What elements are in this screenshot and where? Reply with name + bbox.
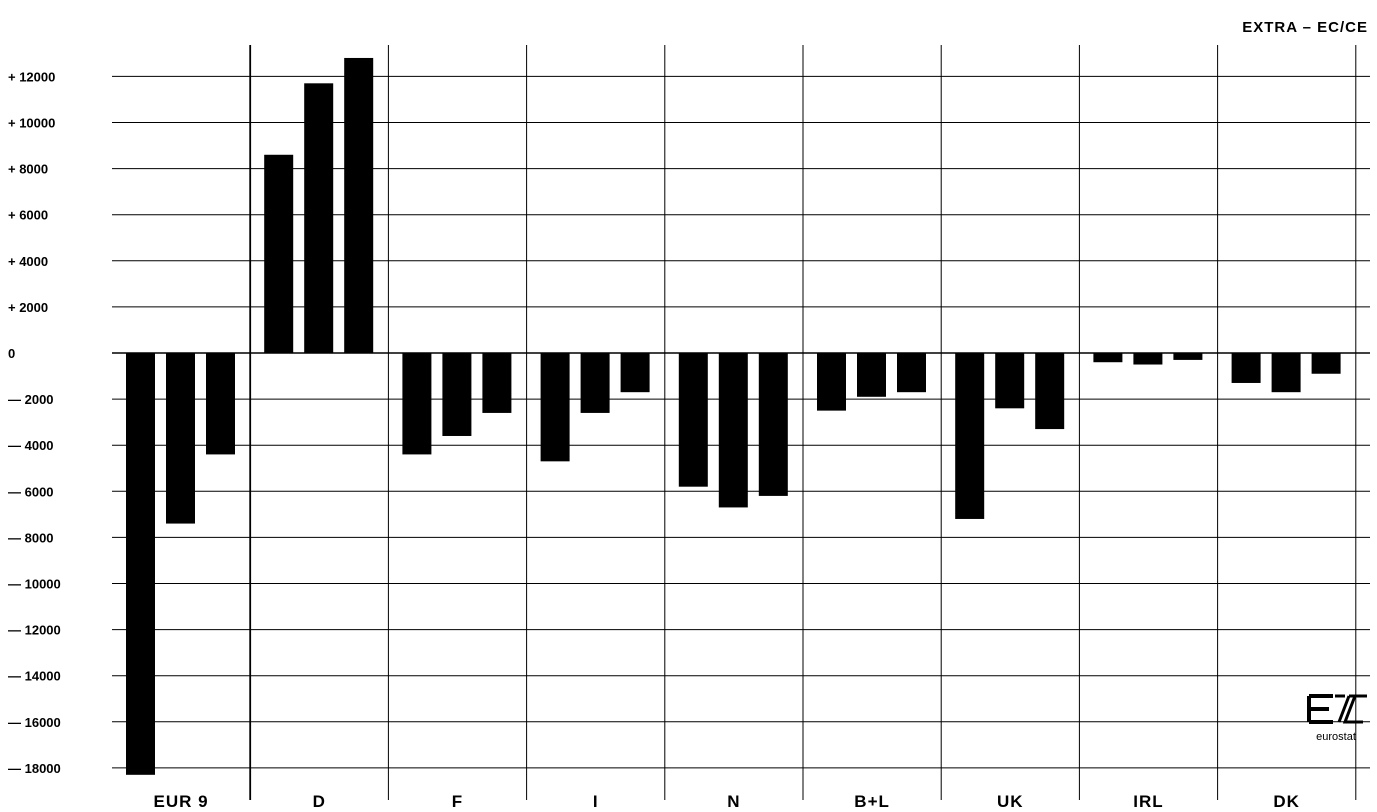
- bar: [126, 353, 155, 775]
- bar: [817, 353, 846, 411]
- y-tick-label: — 16000: [8, 715, 61, 730]
- bar: [344, 57, 374, 354]
- category-label: N: [727, 792, 740, 811]
- y-tick-label: — 4000: [8, 438, 54, 453]
- bar: [1231, 353, 1261, 383]
- category-label: D: [313, 792, 326, 811]
- y-tick-label: — 6000: [8, 484, 54, 499]
- bar: [620, 353, 650, 393]
- category-label: DK: [1273, 792, 1300, 811]
- bar: [678, 353, 708, 487]
- bar: [1133, 353, 1163, 365]
- bar: [857, 353, 886, 397]
- eurostat-logo: eurostat: [1307, 694, 1367, 743]
- category-label: IRL: [1133, 792, 1163, 811]
- chart-title: EXTRA – EC/CE: [1242, 19, 1368, 36]
- y-tick-label: + 10000: [8, 116, 55, 131]
- bar: [1035, 353, 1065, 430]
- y-tick-label: — 10000: [8, 577, 61, 592]
- bar: [1093, 353, 1123, 363]
- bar: [718, 353, 748, 508]
- y-tick-label: + 8000: [8, 162, 48, 177]
- bar: [580, 353, 610, 413]
- bar: [540, 353, 570, 462]
- y-tick-label: — 12000: [8, 623, 61, 638]
- bars: [126, 57, 1341, 775]
- category-label: B+L: [854, 792, 890, 811]
- bar: [482, 353, 512, 413]
- bar: [1271, 353, 1301, 393]
- bar: [897, 353, 926, 393]
- y-tick-label: — 14000: [8, 669, 61, 684]
- bar: [402, 353, 432, 455]
- bar: [304, 83, 334, 353]
- bar: [442, 353, 472, 436]
- y-tick-label: — 2000: [8, 392, 54, 407]
- y-tick-label: 0: [8, 346, 15, 361]
- category-labels: EUR 9 D F I N B+L UK IRL DK: [154, 792, 1300, 811]
- y-tick-label: + 4000: [8, 254, 48, 269]
- bar: [995, 353, 1025, 409]
- bar: [1173, 353, 1203, 360]
- bar: [955, 353, 985, 519]
- category-label: F: [452, 792, 463, 811]
- bar: [1311, 353, 1341, 374]
- category-label: EUR 9: [154, 792, 209, 811]
- y-tick-label: + 12000: [8, 69, 55, 84]
- bar: [206, 353, 235, 455]
- y-tick-labels: + 12000 + 10000 + 8000 + 6000 + 4000 + 2000 0 —…: [8, 69, 61, 776]
- y-tick-label: + 2000: [8, 300, 48, 315]
- category-label: I: [593, 792, 599, 811]
- bar: [166, 353, 195, 524]
- bar: [758, 353, 788, 496]
- logo-text: eurostat: [1316, 731, 1356, 743]
- y-tick-label: — 8000: [8, 530, 54, 545]
- bar: [264, 154, 294, 353]
- category-label: UK: [997, 792, 1024, 811]
- y-tick-label: + 6000: [8, 208, 48, 223]
- y-tick-label: — 18000: [8, 761, 61, 776]
